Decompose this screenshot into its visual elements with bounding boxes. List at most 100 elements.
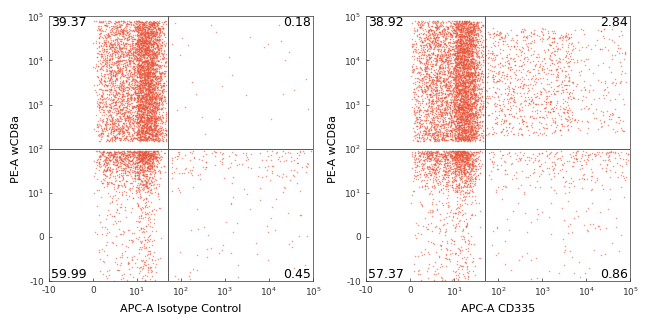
Point	[457, 151, 467, 156]
Point	[150, 120, 160, 125]
Point	[471, 133, 482, 138]
Point	[138, 52, 149, 58]
Point	[439, 138, 449, 143]
Point	[515, 63, 526, 69]
Point	[431, 158, 441, 163]
Point	[425, 32, 436, 37]
Point	[150, 128, 161, 133]
Point	[160, 151, 170, 156]
Point	[151, 58, 162, 63]
Point	[456, 153, 467, 159]
Point	[432, 121, 443, 126]
Point	[443, 151, 454, 156]
Point	[160, 121, 170, 126]
Point	[436, 124, 447, 129]
Point	[101, 46, 111, 52]
Point	[134, 159, 144, 164]
Point	[161, 79, 171, 84]
Point	[107, 154, 118, 159]
Point	[441, 169, 452, 175]
Point	[112, 25, 123, 30]
Point	[467, 161, 478, 166]
Point	[459, 164, 469, 169]
Point	[431, 166, 441, 171]
Point	[463, 248, 474, 253]
Point	[142, 81, 152, 86]
Point	[421, 43, 431, 48]
Point	[540, 86, 550, 92]
Point	[124, 58, 135, 63]
Point	[451, 107, 462, 112]
Point	[98, 96, 109, 101]
Point	[425, 148, 436, 153]
Point	[437, 95, 447, 100]
Point	[489, 73, 500, 79]
Point	[138, 65, 149, 70]
Point	[447, 184, 457, 189]
Point	[102, 58, 112, 63]
Point	[450, 97, 461, 102]
Point	[489, 151, 499, 156]
Point	[597, 47, 607, 52]
Point	[135, 62, 145, 68]
Point	[142, 114, 152, 119]
Point	[439, 115, 449, 120]
Point	[148, 133, 158, 138]
Point	[459, 174, 469, 179]
Point	[119, 162, 129, 167]
Point	[130, 70, 140, 75]
Point	[133, 137, 144, 142]
Point	[117, 68, 127, 73]
Point	[122, 151, 133, 156]
Point	[140, 103, 150, 109]
Point	[462, 114, 472, 119]
Point	[476, 164, 486, 169]
Point	[116, 160, 127, 165]
Point	[115, 154, 125, 159]
Point	[472, 39, 482, 45]
Point	[143, 154, 153, 159]
Point	[450, 72, 461, 77]
Point	[454, 203, 465, 208]
Point	[470, 92, 480, 97]
Point	[152, 45, 162, 50]
Point	[138, 45, 149, 50]
Point	[108, 126, 118, 132]
Point	[150, 51, 161, 56]
Point	[294, 149, 305, 154]
Point	[132, 46, 142, 52]
Point	[449, 121, 460, 126]
Point	[463, 104, 474, 110]
Point	[120, 69, 131, 74]
Point	[467, 133, 477, 138]
Point	[442, 111, 452, 116]
Point	[458, 124, 469, 130]
Point	[493, 78, 503, 83]
Point	[153, 87, 164, 92]
Point	[103, 155, 113, 160]
Point	[125, 43, 135, 48]
Point	[453, 150, 463, 156]
Point	[459, 193, 469, 199]
Point	[469, 128, 480, 133]
Point	[443, 26, 454, 31]
Point	[421, 79, 432, 84]
Point	[109, 94, 120, 99]
Point	[437, 53, 448, 58]
Point	[460, 30, 471, 35]
Point	[161, 132, 171, 137]
Point	[103, 150, 113, 155]
Point	[140, 160, 150, 165]
Point	[450, 153, 460, 158]
Point	[464, 113, 474, 118]
Point	[119, 121, 129, 126]
Point	[142, 105, 152, 110]
Point	[129, 161, 139, 166]
Point	[105, 56, 115, 61]
Point	[138, 105, 148, 110]
Point	[456, 24, 467, 30]
Point	[476, 55, 486, 60]
Point	[454, 21, 464, 26]
Point	[146, 107, 157, 112]
Point	[458, 30, 468, 35]
